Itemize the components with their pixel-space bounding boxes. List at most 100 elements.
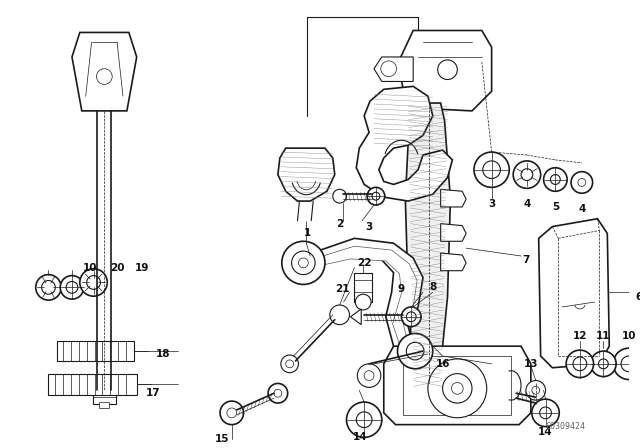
Text: 16: 16	[435, 359, 450, 369]
Circle shape	[578, 179, 586, 186]
Text: 19: 19	[134, 263, 148, 273]
Text: 1: 1	[303, 228, 311, 238]
Text: 6: 6	[635, 292, 640, 302]
Circle shape	[513, 161, 541, 188]
Polygon shape	[405, 103, 451, 385]
Circle shape	[550, 175, 560, 185]
Circle shape	[443, 374, 472, 403]
Circle shape	[285, 360, 294, 368]
Text: 10: 10	[621, 332, 636, 341]
Polygon shape	[351, 309, 361, 325]
Circle shape	[274, 389, 282, 397]
Circle shape	[66, 281, 78, 293]
Polygon shape	[374, 57, 413, 82]
Circle shape	[355, 294, 371, 310]
Text: 4: 4	[578, 204, 586, 214]
Circle shape	[543, 168, 567, 191]
Text: 21: 21	[335, 284, 350, 294]
Polygon shape	[440, 224, 466, 241]
Circle shape	[406, 312, 416, 322]
Text: 9: 9	[398, 284, 405, 294]
Text: 22: 22	[357, 258, 371, 268]
Text: 15: 15	[215, 435, 229, 444]
Bar	[403, 356, 511, 415]
Polygon shape	[440, 190, 466, 207]
Circle shape	[364, 370, 374, 380]
Circle shape	[282, 241, 325, 284]
Text: 18: 18	[156, 349, 170, 359]
Circle shape	[381, 61, 397, 77]
Bar	[93, 390, 116, 404]
Circle shape	[268, 383, 288, 403]
Circle shape	[621, 356, 637, 372]
Circle shape	[540, 407, 552, 419]
Text: 20: 20	[110, 263, 124, 273]
Circle shape	[372, 192, 380, 200]
Polygon shape	[278, 148, 335, 201]
Circle shape	[419, 342, 436, 360]
Circle shape	[591, 351, 616, 377]
Circle shape	[356, 412, 372, 427]
Circle shape	[406, 342, 424, 360]
Polygon shape	[72, 32, 137, 111]
Circle shape	[227, 408, 237, 418]
Text: 14: 14	[353, 432, 367, 442]
Circle shape	[220, 401, 244, 425]
Polygon shape	[303, 238, 423, 346]
Text: 8: 8	[429, 282, 436, 293]
Polygon shape	[384, 346, 531, 425]
Circle shape	[526, 380, 545, 400]
Circle shape	[298, 258, 308, 268]
Polygon shape	[539, 219, 609, 368]
Text: 3: 3	[365, 222, 372, 232]
Circle shape	[483, 161, 500, 179]
Text: 7: 7	[522, 255, 530, 265]
Bar	[99, 402, 109, 408]
Text: 13: 13	[524, 359, 538, 369]
Circle shape	[367, 187, 385, 205]
Text: 5: 5	[552, 202, 559, 212]
Circle shape	[42, 280, 55, 294]
Bar	[49, 374, 137, 395]
Circle shape	[521, 169, 533, 181]
Text: 14: 14	[538, 427, 553, 438]
Circle shape	[333, 190, 346, 203]
Circle shape	[80, 269, 108, 296]
Text: 10: 10	[83, 263, 97, 273]
Text: 12: 12	[573, 332, 587, 341]
Circle shape	[97, 69, 112, 84]
Circle shape	[281, 355, 298, 373]
Text: 17: 17	[146, 388, 161, 398]
Circle shape	[474, 152, 509, 187]
Circle shape	[532, 386, 540, 394]
Circle shape	[36, 275, 61, 300]
Polygon shape	[399, 30, 492, 111]
Circle shape	[573, 357, 587, 370]
Text: 4: 4	[524, 199, 531, 209]
Circle shape	[438, 60, 458, 79]
Circle shape	[428, 359, 486, 418]
Circle shape	[330, 305, 349, 325]
Circle shape	[86, 276, 100, 289]
Text: 3: 3	[488, 199, 495, 209]
Circle shape	[532, 399, 559, 426]
Circle shape	[60, 276, 84, 299]
Circle shape	[571, 172, 593, 193]
Circle shape	[613, 348, 640, 379]
Circle shape	[397, 333, 433, 369]
Text: 2: 2	[336, 219, 343, 228]
Polygon shape	[310, 246, 417, 344]
Circle shape	[357, 364, 381, 388]
Polygon shape	[356, 86, 452, 201]
Circle shape	[292, 251, 315, 275]
Text: C0309424: C0309424	[545, 422, 585, 431]
Bar	[57, 341, 134, 361]
Circle shape	[451, 383, 463, 394]
Circle shape	[346, 402, 382, 437]
Circle shape	[566, 350, 593, 378]
Polygon shape	[440, 253, 466, 271]
Text: 11: 11	[596, 332, 611, 341]
Circle shape	[401, 307, 421, 327]
Bar	[355, 273, 372, 302]
Circle shape	[598, 359, 608, 369]
